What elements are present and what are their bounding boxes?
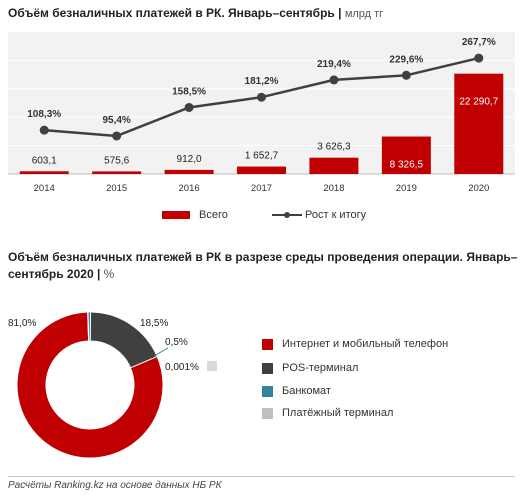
bar-2014 (19, 171, 69, 174)
slice-label-pos: 18,5% (140, 318, 168, 329)
bar-2019 (381, 136, 431, 174)
growth-point-2019 (401, 70, 411, 80)
growth-point-2017 (257, 92, 266, 102)
slice-label-internet: 81,0% (8, 318, 36, 329)
growth-label-2019: 229,6% (389, 54, 423, 65)
chart1-title: Объём безналичных платежей в РК. Январь–… (8, 6, 384, 20)
growth-point-2014 (39, 125, 49, 135)
legend-swatch-bar (162, 211, 190, 220)
legend-swatch (262, 362, 273, 374)
legend-swatch (262, 338, 273, 350)
growth-label-2017: 181,2% (245, 76, 279, 87)
bar-label-2016: 912,0 (177, 154, 202, 165)
legend-swatch (262, 385, 273, 397)
bar-2018 (309, 157, 359, 174)
bar-label-2015: 575,6 (104, 155, 129, 166)
legend-item-pos: POS-терминал (262, 362, 358, 374)
x-tick-2017: 2017 (251, 183, 272, 194)
growth-label-2015: 95,4% (102, 115, 130, 126)
legend-item-atm: Банкомат (262, 385, 331, 397)
footer-divider (8, 476, 515, 477)
x-tick-2015: 2015 (106, 183, 127, 194)
bar-label-2014: 603,1 (32, 155, 57, 166)
bar-2017 (237, 166, 286, 174)
growth-label-2020: 267,7% (462, 37, 496, 48)
bar-label-2018: 3 626,3 (317, 142, 351, 153)
growth-label-2018: 219,4% (317, 59, 351, 70)
bar-2015 (92, 171, 142, 174)
legend-item-internet: Интернет и мобильный телефон (262, 338, 448, 350)
legend-item-growth: Рост к итогу (272, 209, 366, 221)
chart2-title: Объём безналичных платежей в РК в разрез… (8, 250, 518, 281)
bar-2020 (454, 73, 504, 174)
growth-point-2016 (184, 102, 194, 112)
growth-label-2016: 158,5% (172, 86, 206, 97)
legend-swatch-line (272, 212, 302, 219)
growth-point-2020 (474, 53, 484, 63)
growth-point-2015 (112, 131, 122, 141)
footer-source: Расчёты Ranking.kz на основе данных НБ Р… (8, 480, 222, 491)
growth-label-2014: 108,3% (27, 109, 61, 120)
bar-label-2019: 8 326,5 (390, 160, 424, 171)
x-tick-2014: 2014 (34, 183, 55, 194)
bar-label-2020: 22 290,7 (459, 97, 498, 108)
donut-slice-0 (16, 311, 164, 459)
x-tick-2019: 2019 (396, 183, 417, 194)
legend-item-payment-terminal: Платёжный терминал (262, 407, 393, 419)
slice-label-payment-terminal: 0,001% (165, 362, 199, 373)
bar-line-chart: 603,1 2014 575,6 2015 912,0 2016 1 652,7 2017 3 … (8, 32, 515, 194)
legend-item-total: Всего (162, 209, 228, 221)
x-tick-2016: 2016 (179, 183, 200, 194)
payment-terminal-marker (207, 361, 217, 371)
x-tick-2018: 2018 (323, 183, 344, 194)
slice-label-atm: 0,5% (165, 337, 188, 348)
legend-swatch (262, 407, 273, 419)
bar-label-2017: 1 652,7 (245, 151, 279, 162)
donut-slice-1 (89, 311, 158, 369)
atm-leader-line (153, 347, 169, 357)
growth-point-2018 (329, 75, 339, 85)
bar-2016 (164, 169, 214, 174)
x-tick-2020: 2020 (468, 183, 489, 194)
